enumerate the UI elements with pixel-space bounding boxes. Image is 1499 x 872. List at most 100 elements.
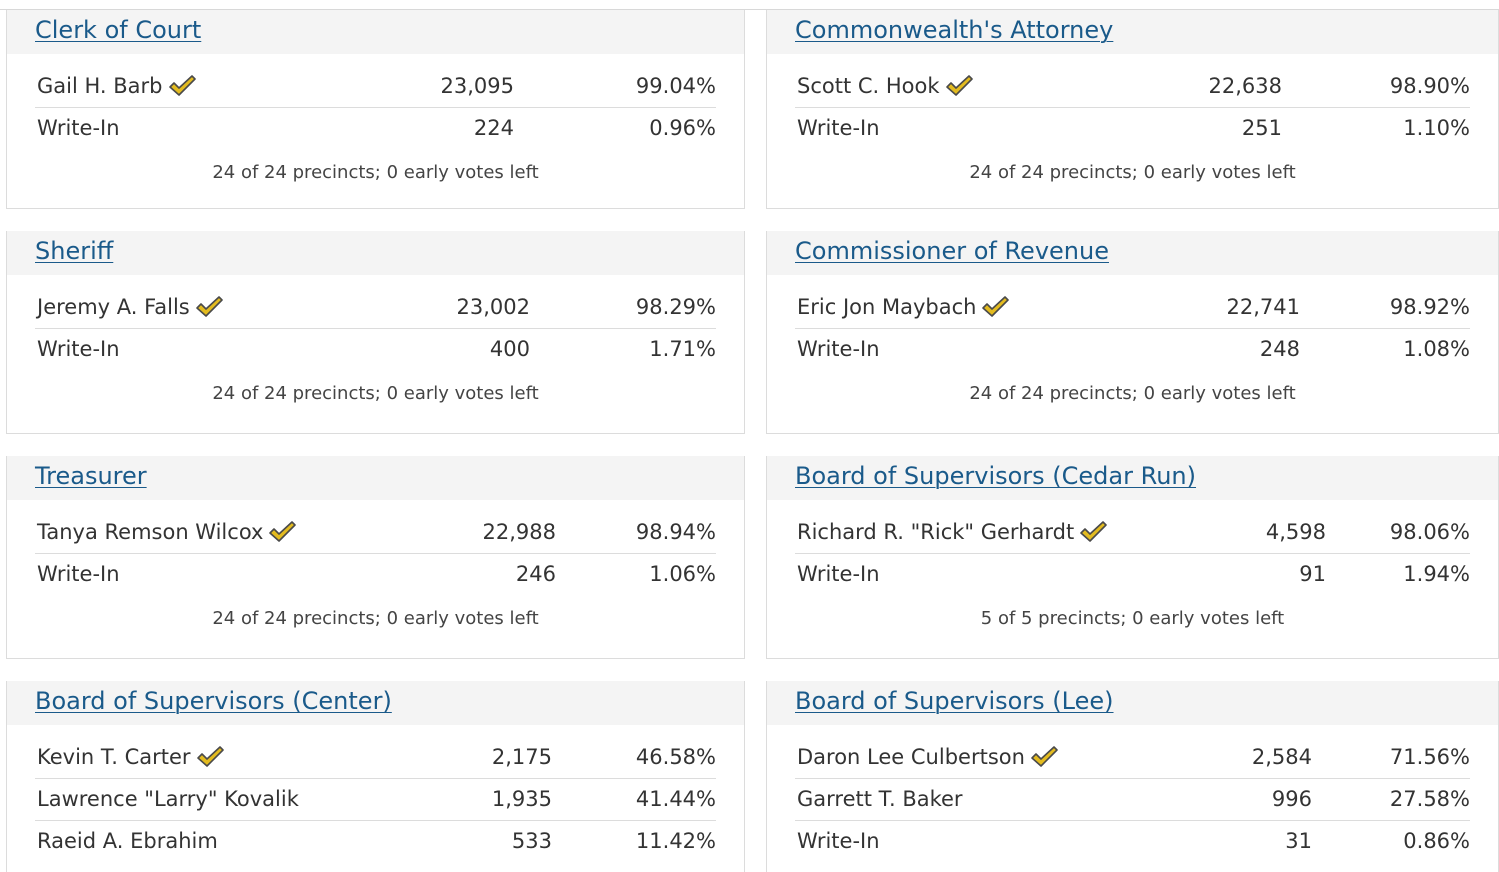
candidate-name: Scott C. Hook [797, 74, 940, 98]
vote-count: 248 [1259, 337, 1300, 361]
candidate-row: Tanya Remson Wilcox 22,988 98.94% [35, 512, 716, 554]
candidate-row: Garrett T. Baker 996 27.58% [795, 779, 1470, 821]
race-header: Board of Supervisors (Lee) [767, 681, 1498, 725]
vote-count: 533 [511, 829, 552, 853]
candidate-name: Daron Lee Culbertson [797, 745, 1025, 769]
candidate-list: Gail H. Barb 23,095 99.04% Write-In 224 0.96% [7, 54, 744, 150]
checkmark-icon [269, 521, 297, 542]
candidate-list: Tanya Remson Wilcox 22,988 98.94% Write-In 2… [7, 500, 744, 596]
candidate-cell: Daron Lee Culbertson [797, 745, 1058, 769]
vote-count: 1,935 [491, 787, 552, 811]
candidate-cell: Garrett T. Baker [797, 787, 963, 811]
race-header: Clerk of Court [7, 10, 744, 54]
vote-percentage: 41.44% [635, 787, 716, 811]
race-title-link[interactable]: Treasurer [35, 462, 147, 490]
vote-percentage: 1.10% [1403, 116, 1470, 140]
vote-percentage: 99.04% [635, 74, 716, 98]
candidate-name: Write-In [37, 116, 120, 140]
vote-percentage: 1.94% [1403, 562, 1470, 586]
race-title-link[interactable]: Board of Supervisors (Center) [35, 687, 392, 715]
vote-percentage: 98.92% [1389, 295, 1470, 319]
race-card-treasurer: Treasurer Tanya Remson Wilcox 22,988 98.94%… [6, 456, 745, 659]
candidate-name: Tanya Remson Wilcox [37, 520, 264, 544]
vote-count: 91 [1299, 562, 1326, 586]
race-card-board-of-supervisors-lee: Board of Supervisors (Lee) Daron Lee Culb… [766, 681, 1499, 872]
candidate-list: Kevin T. Carter 2,175 46.58% Lawrence "Larr… [7, 725, 744, 863]
vote-percentage: 27.58% [1389, 787, 1470, 811]
vote-count: 246 [515, 562, 556, 586]
vote-percentage: 1.06% [649, 562, 716, 586]
candidate-cell: Write-In [37, 337, 120, 361]
vote-percentage: 98.94% [635, 520, 716, 544]
race-title-link[interactable]: Commissioner of Revenue [795, 237, 1109, 265]
precinct-reporting-status: 24 of 24 precincts; 0 early votes left [212, 608, 539, 629]
vote-percentage: 98.29% [635, 295, 716, 319]
candidate-name: Write-In [797, 116, 880, 140]
candidate-name: Write-In [797, 829, 880, 853]
race-title-link[interactable]: Clerk of Court [35, 16, 202, 44]
candidate-list: Jeremy A. Falls 23,002 98.29% Write-In 400 1.… [7, 275, 744, 371]
checkmark-icon [1080, 521, 1108, 542]
candidate-name: Jeremy A. Falls [37, 295, 190, 319]
checkmark-icon [168, 75, 196, 96]
race-title-link[interactable]: Commonwealth's Attorney [795, 16, 1114, 44]
candidate-cell: Scott C. Hook [797, 74, 973, 98]
candidate-row: Write-In 31 0.86% [795, 821, 1470, 863]
candidate-name: Write-In [37, 337, 120, 361]
candidate-cell: Lawrence "Larry" Kovalik [37, 787, 299, 811]
candidate-row: Eric Jon Maybach 22,741 98.92% [795, 287, 1470, 329]
candidate-cell: Write-In [797, 829, 880, 853]
vote-count: 31 [1285, 829, 1312, 853]
candidate-cell: Write-In [797, 562, 880, 586]
candidate-row: Scott C. Hook 22,638 98.90% [795, 66, 1470, 108]
candidate-row: Write-In 248 1.08% [795, 329, 1470, 371]
candidate-cell: Write-In [37, 116, 120, 140]
precinct-reporting-status: 24 of 24 precincts; 0 early votes left [212, 383, 539, 404]
vote-percentage: 0.86% [1403, 829, 1470, 853]
vote-count: 251 [1241, 116, 1282, 140]
candidate-name: Richard R. "Rick" Gerhardt [797, 520, 1075, 544]
race-title-link[interactable]: Board of Supervisors (Lee) [795, 687, 1114, 715]
top-divider [0, 9, 1499, 10]
candidate-name: Lawrence "Larry" Kovalik [37, 787, 299, 811]
vote-count: 22,638 [1208, 74, 1282, 98]
vote-count: 4,598 [1265, 520, 1326, 544]
checkmark-icon [982, 296, 1010, 317]
candidate-row: Kevin T. Carter 2,175 46.58% [35, 737, 716, 779]
candidate-name: Eric Jon Maybach [797, 295, 977, 319]
candidate-list: Scott C. Hook 22,638 98.90% Write-In 251 1.10… [767, 54, 1498, 150]
precinct-reporting-status: 24 of 24 precincts; 0 early votes left [969, 162, 1296, 183]
vote-count: 22,741 [1226, 295, 1300, 319]
vote-count: 400 [489, 337, 530, 361]
race-header: Board of Supervisors (Center) [7, 681, 744, 725]
checkmark-icon [195, 296, 223, 317]
candidate-row: Gail H. Barb 23,095 99.04% [35, 66, 716, 108]
race-title-link[interactable]: Board of Supervisors (Cedar Run) [795, 462, 1197, 490]
candidate-row: Write-In 224 0.96% [35, 108, 716, 150]
candidate-cell: Tanya Remson Wilcox [37, 520, 297, 544]
candidate-cell: Eric Jon Maybach [797, 295, 1010, 319]
race-title-link[interactable]: Sheriff [35, 237, 114, 265]
race-card-sheriff: Sheriff Jeremy A. Falls 23,002 98.29% Write-… [6, 231, 745, 434]
precinct-reporting-status: 5 of 5 precincts; 0 early votes left [980, 608, 1285, 629]
candidate-list: Eric Jon Maybach 22,741 98.92% Write-In 248 1… [767, 275, 1498, 371]
vote-count: 22,988 [482, 520, 556, 544]
candidate-row: Lawrence "Larry" Kovalik 1,935 41.44% [35, 779, 716, 821]
checkmark-icon [196, 746, 224, 767]
candidate-row: Richard R. "Rick" Gerhardt 4,598 98.06% [795, 512, 1470, 554]
precinct-reporting-status: 24 of 24 precincts; 0 early votes left [212, 162, 539, 183]
vote-percentage: 0.96% [649, 116, 716, 140]
vote-count: 23,095 [440, 74, 514, 98]
candidate-cell: Jeremy A. Falls [37, 295, 223, 319]
candidate-row: Daron Lee Culbertson 2,584 71.56% [795, 737, 1470, 779]
race-card-board-of-supervisors-center: Board of Supervisors (Center) Kevin T. Ca… [6, 681, 745, 872]
candidate-row: Write-In 246 1.06% [35, 554, 716, 596]
candidate-row: Write-In 400 1.71% [35, 329, 716, 371]
candidate-name: Write-In [797, 337, 880, 361]
vote-percentage: 1.08% [1403, 337, 1470, 361]
candidate-cell: Kevin T. Carter [37, 745, 224, 769]
candidate-name: Garrett T. Baker [797, 787, 963, 811]
candidate-cell: Write-In [797, 116, 880, 140]
vote-percentage: 46.58% [635, 745, 716, 769]
candidate-row: Jeremy A. Falls 23,002 98.29% [35, 287, 716, 329]
